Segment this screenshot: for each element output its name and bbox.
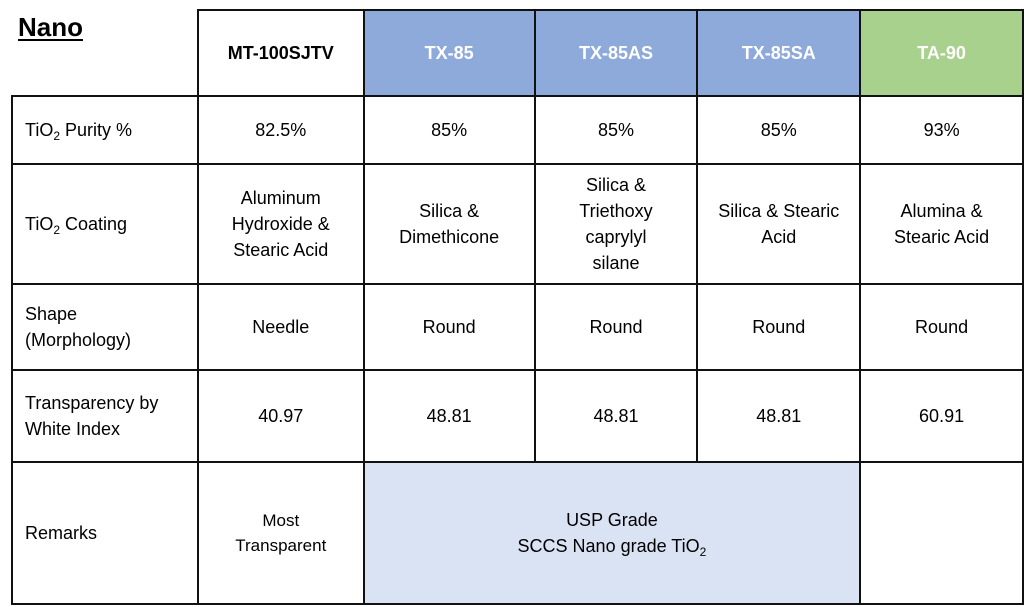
header-row: MT-100SJTV TX-85 TX-85AS TX-85SA TA-90	[12, 9, 1024, 97]
table-row: TiO2 Purity % 82.5% 85% 85% 85% 93%	[11, 95, 1024, 165]
table-row: Transparency by White Index 40.97 48.81 …	[11, 369, 1024, 463]
remarks-cell-mt: Most Transparent	[196, 461, 365, 605]
header-ta-90: TA-90	[859, 9, 1024, 97]
table-row: TiO2 Coating Aluminum Hydroxide & Steari…	[11, 163, 1024, 285]
table-cell: 85%	[696, 95, 862, 165]
table-cell: Round	[859, 283, 1024, 371]
remarks-row: Remarks Most Transparent USP Grade SCCS …	[11, 461, 1024, 605]
row-label-coating: TiO2 Coating	[11, 163, 199, 285]
remarks-cell-ta	[859, 461, 1024, 605]
table-cell: Round	[696, 283, 862, 371]
corner-cell	[12, 10, 199, 97]
table-cell: 82.5%	[196, 95, 365, 165]
table-cell: 48.81	[533, 369, 699, 463]
table-cell: Silica & Triethoxy caprylyl silane	[533, 163, 699, 285]
header-tx-85: TX-85	[362, 9, 536, 97]
row-label-remarks: Remarks	[11, 461, 199, 605]
table-cell: 60.91	[859, 369, 1024, 463]
remarks-cell-merged: USP Grade SCCS Nano grade TiO2	[362, 461, 862, 605]
table-cell: 85%	[533, 95, 699, 165]
table-cell: Aluminum Hydroxide & Stearic Acid	[196, 163, 365, 285]
table-row: Shape (Morphology) Needle Round Round Ro…	[11, 283, 1024, 371]
row-label-shape: Shape (Morphology)	[11, 283, 199, 371]
table-cell: Silica & Dimethicone	[362, 163, 536, 285]
table-cell: 48.81	[362, 369, 536, 463]
table-cell: 40.97	[196, 369, 365, 463]
table-cell: Round	[362, 283, 536, 371]
table-cell: Silica & Stearic Acid	[696, 163, 862, 285]
table-cell: Alumina & Stearic Acid	[859, 163, 1024, 285]
header-tx-85sa: TX-85SA	[696, 9, 862, 97]
table-cell: Needle	[196, 283, 365, 371]
product-comparison-table: MT-100SJTV TX-85 TX-85AS TX-85SA TA-90 T…	[11, 9, 1024, 605]
row-label-purity: TiO2 Purity %	[11, 95, 199, 165]
table-cell: 93%	[859, 95, 1024, 165]
table-cell: 48.81	[696, 369, 862, 463]
table-cell: 85%	[362, 95, 536, 165]
table-cell: Round	[533, 283, 699, 371]
header-mt-100sjtv: MT-100SJTV	[196, 9, 365, 97]
row-label-transparency: Transparency by White Index	[11, 369, 199, 463]
header-tx-85as: TX-85AS	[533, 9, 699, 97]
